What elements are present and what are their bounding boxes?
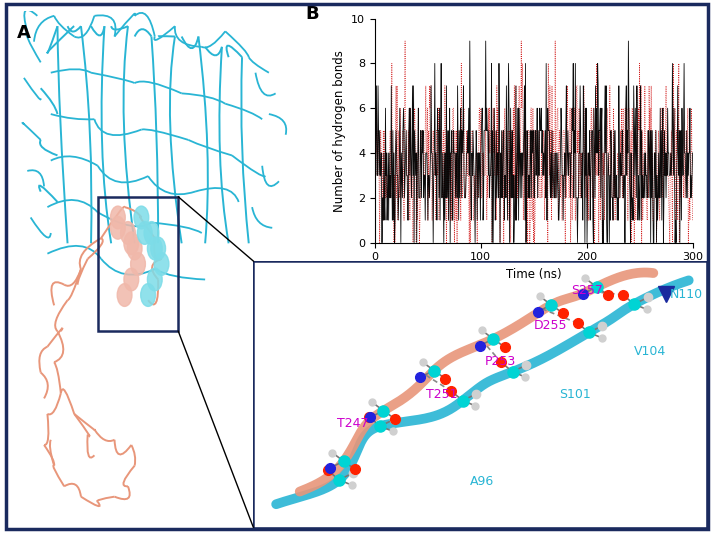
Circle shape [147, 268, 162, 291]
Y-axis label: Number of hydrogen bonds: Number of hydrogen bonds [333, 50, 346, 212]
Circle shape [147, 237, 162, 260]
Text: S101: S101 [560, 388, 591, 401]
Text: P253: P253 [485, 354, 516, 368]
Text: B: B [305, 5, 318, 23]
Circle shape [124, 232, 139, 255]
X-axis label: Time (ns): Time (ns) [506, 268, 561, 281]
Text: N110: N110 [670, 288, 703, 301]
Text: T251: T251 [426, 388, 458, 401]
Circle shape [134, 206, 149, 229]
Text: A96: A96 [471, 474, 495, 488]
Text: V104: V104 [634, 345, 666, 358]
Circle shape [154, 253, 169, 276]
Circle shape [124, 268, 139, 291]
Circle shape [141, 284, 156, 306]
Circle shape [111, 216, 125, 239]
Circle shape [121, 222, 136, 244]
Circle shape [144, 222, 159, 244]
Circle shape [151, 237, 166, 260]
Text: A: A [17, 23, 31, 42]
Circle shape [127, 237, 142, 260]
Text: D255: D255 [533, 319, 567, 332]
Circle shape [117, 284, 132, 306]
Text: T247: T247 [338, 417, 369, 430]
Text: S257: S257 [570, 284, 603, 297]
Circle shape [131, 253, 146, 276]
Bar [98, 197, 178, 331]
Circle shape [111, 206, 125, 229]
Circle shape [137, 222, 152, 244]
